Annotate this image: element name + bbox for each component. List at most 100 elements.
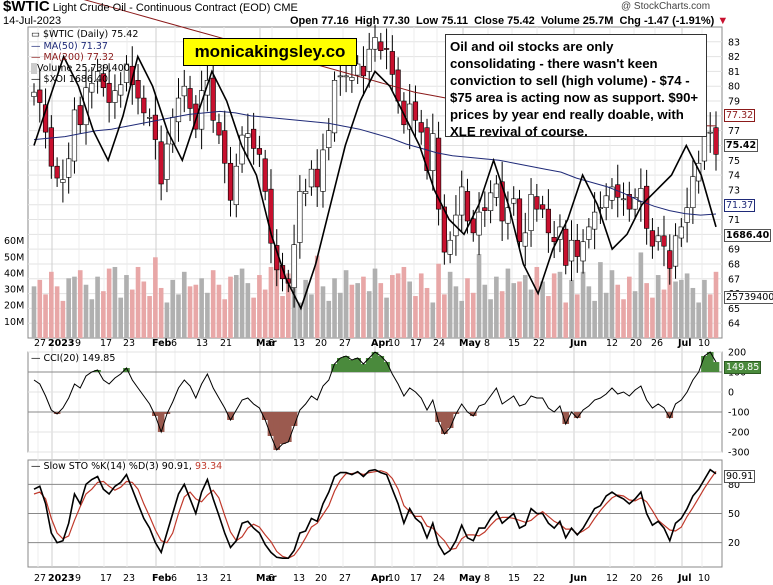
y-tick-label: 69 [728,245,740,256]
x-tick-label: 10 [698,573,710,584]
volume-bar [644,283,649,338]
candle-body [661,235,667,247]
volume-bar [309,294,314,338]
volume-bar [407,281,412,338]
volume-bar [251,297,256,338]
volume-bar [702,279,707,338]
x-tick-label: 9 [75,338,81,349]
volume-bar [540,281,545,338]
x-tick-label: Jun [569,338,587,349]
candle-body [667,250,673,269]
volume-bar [574,294,580,338]
volume-bar [413,296,418,338]
x-tick-label: 21 [220,338,232,349]
x-tick-label: 10 [388,573,400,584]
x-tick-label: 20 [630,338,642,349]
volume-bar [401,266,407,338]
tag-sto: 90.91 [724,470,756,483]
tag-volume: 25739400 [724,291,773,304]
volume-bar [228,276,233,338]
candle-body [146,117,153,119]
volume-bar [164,302,170,338]
volume-bar [216,284,222,338]
volume-bar [505,268,511,338]
candle-body [418,122,424,133]
volume-bar [655,275,661,338]
volume-bar [43,294,48,338]
cci-tick-label: -200 [728,428,750,439]
volume-bar [384,297,389,338]
volume-bar [141,281,147,338]
volume-bar [470,292,476,338]
cci-tick-label: 200 [728,348,746,359]
x-tick-label: Mar [256,338,277,349]
symbol: $WTIC [3,0,50,15]
volume-bar [343,270,349,338]
y-tick-label: 82 [728,52,740,63]
volume-bar [517,281,522,338]
x-tick-label: 23 [123,338,135,349]
candle-body [204,80,211,96]
volume-bar [326,300,332,338]
volume-bar [430,302,436,338]
x-tick-label: Jul [677,338,692,349]
x-tick-label: 23 [123,573,135,584]
volume-bar [390,275,395,338]
cci-tick-label: -300 [728,448,750,459]
candle-body [291,244,297,288]
sto-tick-label: 50 [728,509,740,520]
y-tick-label: 64 [728,319,740,330]
volume-bar [135,266,141,338]
candle-body [383,48,390,50]
candle-body [412,101,419,121]
x-tick-label: May [459,573,482,584]
candle-body [100,73,106,89]
candle-body [505,207,511,224]
volume-bar [291,287,297,338]
sto-tick-label: 20 [728,538,740,549]
volume-bar [488,299,493,338]
volume-bar [499,291,505,338]
candle-body [308,168,315,188]
candle-body [262,158,268,192]
volume-bar [638,252,644,338]
volume-bar [696,302,701,338]
instrument-name: Light Crude Oil - Continuous Contract (E… [52,2,271,14]
candle-body [118,84,124,96]
volume-bar [54,286,60,338]
candle-body [123,63,130,83]
candle-body [279,265,286,280]
x-tick-label: 22 [533,338,545,349]
close-value: 75.42 [507,15,535,27]
x-tick-label: May [459,338,482,349]
candle-body [684,207,690,223]
volume-bar [534,266,540,338]
candle-body [210,77,216,121]
x-tick-label: 8 [484,338,490,349]
volume-bar [447,271,453,338]
exchange: CME [273,2,298,14]
candle-body [551,236,557,243]
candle-body [326,130,332,148]
candle-body [222,130,228,164]
candle-body [672,235,679,267]
x-tick-label: Jul [677,573,692,584]
candle-body [563,228,569,266]
volume-bar [106,268,112,338]
candle-body [355,63,361,76]
legend-ma50: — MA(50) 71.37 [31,41,108,52]
volume-bar [285,273,291,338]
x-tick-label: Apr [371,338,390,349]
tag-close: 75.42 [724,139,759,152]
candle-body [516,198,523,243]
x-tick-label: 2023 [48,338,74,349]
volume-bar [101,291,106,338]
volume-value: 25.7M [582,15,614,27]
x-tick-label: 6 [171,338,177,349]
candle-body [251,128,257,149]
volume-bar [632,291,638,338]
volume-bar [320,286,326,338]
x-tick-label: 26 [651,573,663,584]
watermark-brand: monicakingsley.co [183,38,357,66]
volume-bar [459,300,465,338]
